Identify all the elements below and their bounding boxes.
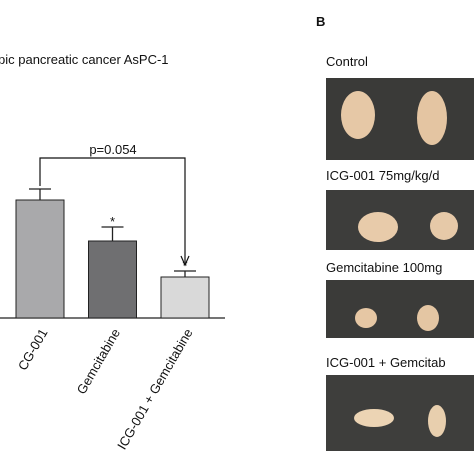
- error-bar: [174, 270, 196, 277]
- tumor: [430, 212, 458, 240]
- chart-title: pic pancreatic cancer AsPC-1: [0, 52, 169, 67]
- photo-label: Gemcitabine 100mg: [326, 260, 442, 275]
- panel-letter: B: [316, 14, 325, 29]
- x-tick-label: Gemcitabine: [74, 326, 123, 397]
- bar: [160, 276, 210, 319]
- p-value: p=0.054: [89, 142, 136, 157]
- bar: [15, 199, 65, 319]
- bar: [88, 240, 137, 319]
- error-bar: [101, 226, 124, 241]
- photo-label: ICG-001 75mg/kg/d: [326, 168, 439, 183]
- photo: [326, 375, 474, 451]
- tumor: [354, 409, 394, 427]
- error-bar: [29, 188, 51, 200]
- photo-label: ICG-001 + Gemcitab: [326, 355, 446, 370]
- tumor: [417, 91, 447, 145]
- significance: *: [110, 214, 115, 229]
- photo: [326, 280, 474, 338]
- photo-label: Control: [326, 54, 368, 69]
- significance: *: [182, 258, 187, 273]
- photos: [326, 78, 474, 451]
- bracket: [39, 157, 186, 262]
- tumor: [428, 405, 446, 437]
- tumor: [417, 305, 439, 331]
- tumor: [341, 91, 375, 139]
- x-tick-label: CG-001: [15, 326, 51, 373]
- tumor: [355, 308, 377, 328]
- arrow: [180, 255, 190, 267]
- tumor: [358, 212, 398, 242]
- x-tick-label: ICG-001 + Gemcitabine: [114, 326, 195, 452]
